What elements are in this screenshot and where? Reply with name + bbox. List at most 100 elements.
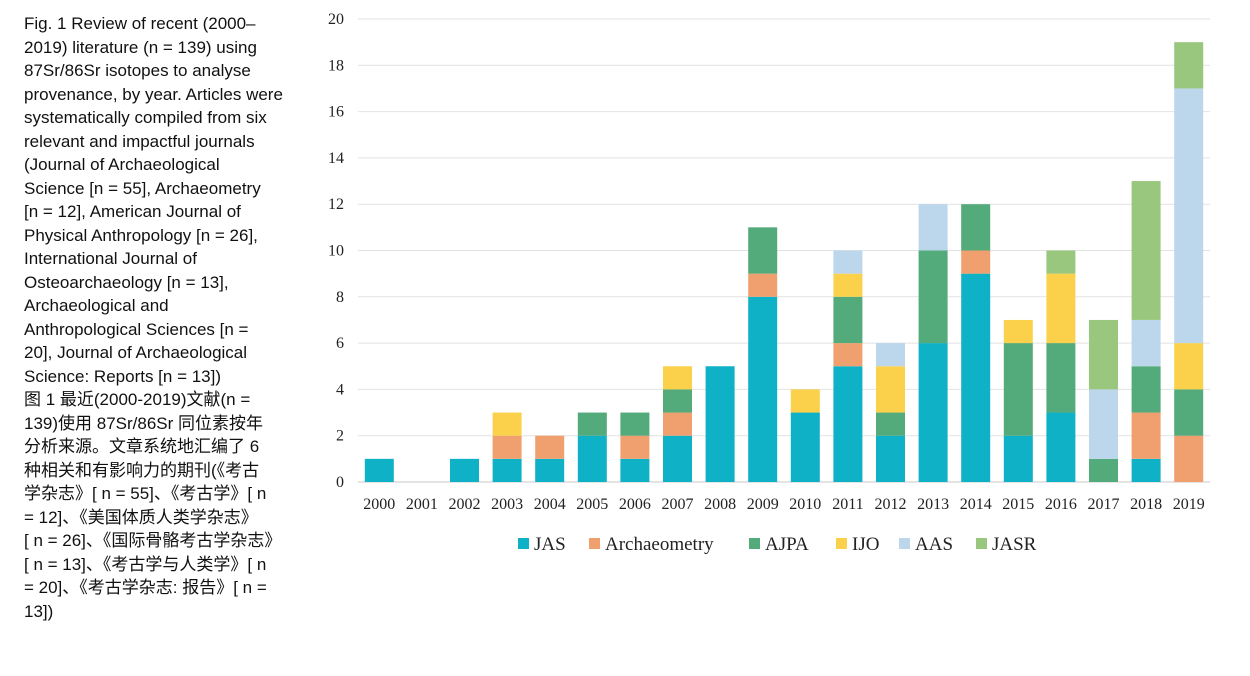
legend-label: Archaeometry [605, 534, 714, 555]
bar-segment-jas [705, 366, 735, 482]
bar-segment-aas [833, 250, 863, 274]
bar-segment-jasr [1174, 42, 1204, 89]
figure-caption: Fig. 1 Review of recent (2000– 2019) lite… [24, 12, 314, 623]
caption-line: Osteoarchaeology [n = 13], [24, 272, 229, 292]
x-tick-label: 2018 [1130, 496, 1162, 513]
legend-swatch [899, 538, 910, 549]
legend-swatch [749, 538, 760, 549]
bar-segment-jas [748, 296, 778, 482]
caption-line: provenance, by year. Articles were [24, 84, 283, 104]
bar-segment-ajpa [876, 412, 905, 436]
legend-swatch [836, 538, 847, 549]
y-tick-label: 18 [328, 57, 344, 74]
x-tick-label: 2014 [960, 496, 992, 513]
bar-segment-jas [663, 435, 692, 482]
legend-label: JASR [992, 534, 1037, 555]
y-tick-label: 6 [336, 335, 344, 352]
bar-segment-ijo [876, 366, 905, 413]
bar-segment-aas [1131, 319, 1161, 367]
bar-segment-jas [961, 273, 991, 482]
bar-segment-archaeometry [535, 435, 565, 459]
caption-line: = 12]、《美国体质人类学杂志》 [24, 507, 258, 527]
y-tick-label: 2 [336, 428, 344, 445]
bar-segment-jas [1003, 435, 1033, 482]
bar-segment-archaeometry [1131, 412, 1161, 459]
bar-segment-ajpa [1131, 366, 1161, 413]
bar-segment-jasr [1131, 181, 1161, 320]
bar-segment-jasr [1046, 250, 1076, 274]
gridlines [358, 18, 1210, 483]
caption-line: 学杂志》[ n = 55]、《考古学》[ n [24, 484, 267, 503]
y-tick-label: 14 [328, 150, 344, 167]
caption-line: Physical Anthropology [n = 26], [24, 225, 258, 245]
bars [364, 42, 1204, 482]
x-tick-label: 2008 [704, 496, 736, 513]
caption-line: (Journal of Archaeological [24, 155, 220, 174]
bar-segment-archaeometry [961, 250, 991, 274]
bar-segment-ajpa [1089, 458, 1118, 482]
bar-segment-jas [1046, 412, 1076, 482]
bar-segment-archaeometry [833, 343, 863, 367]
x-tick-label: 2005 [576, 496, 608, 513]
caption-line: 分析来源。文章系统地汇编了 6 [24, 437, 260, 456]
legend-label: JAS [534, 534, 566, 555]
x-tick-label: 2001 [406, 496, 438, 513]
bar-segment-jas [620, 458, 650, 482]
bar-segment-jas [1131, 458, 1161, 482]
caption-line: 20], Journal of Archaeological [24, 343, 248, 362]
caption-line: [ n = 26]、《国际骨骼考古学杂志》 [24, 531, 282, 550]
caption-line: = 20]、《考古学杂志: 报告》[ n = [24, 578, 267, 597]
bar-segment-aas [918, 204, 948, 251]
bar-segment-jas [364, 458, 394, 482]
bar-segment-aas [1089, 389, 1118, 459]
caption-line: 种相关和有影响力的期刊(《考古 [24, 460, 260, 480]
caption-line: [n = 12], American Journal of [24, 202, 241, 221]
bar-segment-ajpa [663, 389, 692, 413]
caption-line: Archaeological and [24, 296, 169, 315]
bar-segment-jas [833, 366, 863, 482]
bar-segment-jasr [1089, 319, 1118, 390]
bar-segment-archaeometry [620, 435, 650, 459]
y-axis: 0 2 4 6 8 10 12 14 16 18 20 [328, 11, 344, 491]
bar-segment-ajpa [1046, 343, 1076, 413]
bar-segment-ijo [833, 273, 863, 297]
bar-segment-ajpa [748, 227, 778, 274]
x-tick-label: 2004 [534, 496, 566, 513]
caption-line: International Journal of [24, 249, 197, 268]
x-tick-label: 2002 [449, 496, 481, 513]
y-tick-label: 0 [336, 474, 344, 491]
bar-segment-ajpa [833, 296, 863, 344]
caption-line: 13]) [24, 601, 54, 621]
bar-segment-ajpa [620, 412, 650, 436]
x-tick-label: 2007 [662, 496, 694, 513]
x-tick-label: 2016 [1045, 496, 1077, 513]
bar-segment-jas [790, 412, 820, 482]
x-tick-label: 2010 [789, 496, 821, 513]
bar-segment-ijo [790, 389, 820, 413]
bar-segment-archaeometry [1174, 435, 1204, 482]
bar-segment-ajpa [577, 412, 607, 436]
x-tick-label: 2009 [747, 496, 779, 513]
bar-segment-aas [1174, 88, 1204, 344]
caption-line: Science [n = 55], Archaeometry [24, 178, 261, 198]
x-tick-label: 2013 [917, 496, 949, 513]
legend-swatch [976, 538, 987, 549]
y-tick-label: 4 [336, 381, 344, 398]
bar-segment-jas [492, 458, 522, 482]
bar-segment-ijo [1003, 319, 1033, 344]
bar-segment-ajpa [1174, 389, 1204, 436]
legend-label: IJO [852, 534, 879, 555]
y-tick-label: 10 [328, 243, 344, 260]
bar-segment-ajpa [961, 204, 991, 251]
bar-segment-archaeometry [748, 273, 778, 297]
bar-segment-jas [535, 458, 565, 482]
bar-segment-jas [876, 435, 905, 482]
y-tick-label: 20 [328, 11, 344, 28]
legend-label: AJPA [765, 534, 809, 555]
x-tick-label: 2012 [875, 496, 907, 513]
x-tick-label: 2015 [1002, 496, 1034, 513]
bar-segment-ijo [663, 366, 692, 390]
bar-segment-jas [918, 343, 948, 482]
bar-segment-ajpa [918, 250, 948, 344]
bar-segment-jas [577, 435, 607, 482]
